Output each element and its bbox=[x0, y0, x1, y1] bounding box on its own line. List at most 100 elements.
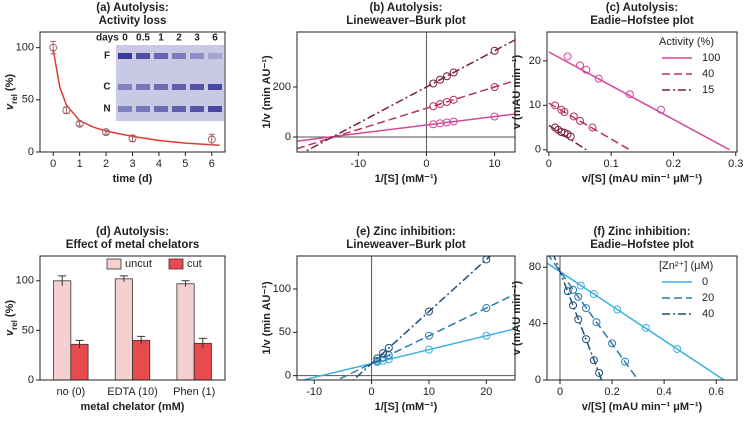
data-point bbox=[442, 72, 451, 81]
y-tick-label: 40 bbox=[529, 318, 541, 330]
legend-swatch bbox=[168, 258, 184, 270]
data-point bbox=[576, 61, 585, 70]
data-point bbox=[673, 345, 682, 353]
gel-lane-label: 3 bbox=[194, 33, 200, 44]
plot-frame bbox=[39, 31, 226, 153]
data-point bbox=[613, 305, 622, 314]
data-point bbox=[625, 90, 634, 99]
y-tick-label: 200 bbox=[273, 81, 291, 93]
legend-swatch bbox=[106, 258, 122, 270]
x-tick-label: 10 bbox=[423, 386, 435, 398]
gel-band-label: C bbox=[103, 82, 110, 93]
data-point bbox=[490, 46, 499, 55]
x-tick-label: 1 bbox=[77, 158, 83, 170]
y-tick-label: 50 bbox=[22, 324, 34, 336]
x-tick-label: 0.3 bbox=[728, 158, 743, 170]
data-point bbox=[551, 101, 560, 110]
gel-lane-label: 6 bbox=[212, 33, 218, 44]
y-tick-label: 0 bbox=[28, 374, 34, 386]
legend-label: 20 bbox=[702, 292, 714, 304]
chart-title: (a) Autolysis: bbox=[96, 2, 168, 14]
fit-line bbox=[302, 39, 515, 152]
data-point bbox=[436, 75, 445, 84]
data-point bbox=[574, 315, 583, 324]
data-point bbox=[569, 285, 578, 294]
data-point bbox=[576, 281, 585, 290]
legend-title: Activity (%) bbox=[659, 36, 714, 48]
legend-label: 40 bbox=[702, 308, 714, 320]
chart-subtitle: Lineweaver–Burk plot bbox=[346, 15, 466, 27]
y-axis-label: vrel (%) bbox=[4, 74, 19, 110]
y-tick-label: 100 bbox=[273, 283, 291, 295]
data-point bbox=[582, 335, 591, 344]
gel-band bbox=[208, 106, 222, 112]
chart-subtitle: Eadie–Hofstee plot bbox=[590, 239, 694, 251]
x-axis-label: v/[S] (mAU min⁻¹ μM⁻¹) bbox=[582, 173, 703, 185]
data-point bbox=[424, 345, 433, 354]
y-tick-label: 50 bbox=[279, 326, 291, 338]
gel-lane-label: 0 bbox=[122, 33, 128, 44]
data-point bbox=[424, 331, 433, 340]
x-axis-label: 1/[S] (mM⁻¹) bbox=[375, 401, 438, 413]
x-tick-label: 4 bbox=[156, 158, 162, 170]
chart-title: (c) Autolysis: bbox=[606, 2, 678, 14]
legend-title: [Zn²⁺] (μM) bbox=[659, 260, 713, 272]
gel-band bbox=[208, 53, 222, 59]
gel-band-label: N bbox=[103, 104, 110, 115]
x-tick-label: 20 bbox=[480, 386, 492, 398]
y-tick-label: 100 bbox=[16, 275, 34, 287]
error-bar bbox=[103, 129, 110, 135]
data-point bbox=[560, 108, 569, 116]
x-tick-label: 2 bbox=[103, 158, 109, 170]
data-point bbox=[482, 304, 491, 313]
chart-title: (f) Zinc inhibition: bbox=[593, 226, 690, 238]
gel-band bbox=[136, 106, 150, 112]
data-point bbox=[49, 43, 58, 52]
chart-title: (d) Autolysis: bbox=[96, 226, 169, 238]
gel-band bbox=[208, 84, 222, 90]
error-bar bbox=[137, 335, 146, 345]
y-tick-label: 0 bbox=[28, 146, 34, 158]
data-point bbox=[75, 119, 84, 128]
chart-subtitle: Lineweaver–Burk plot bbox=[346, 239, 466, 251]
y-axis-label-part: rel bbox=[10, 94, 19, 104]
x-tick-label: Phen (1) bbox=[173, 386, 215, 398]
data-point bbox=[102, 128, 111, 137]
error-bar bbox=[50, 40, 57, 55]
gel-band bbox=[118, 53, 132, 59]
bar bbox=[53, 280, 72, 381]
gel-lane-label: 0.5 bbox=[136, 33, 150, 44]
data-point bbox=[589, 356, 598, 365]
data-point bbox=[589, 290, 598, 299]
gel-band-label: F bbox=[104, 51, 110, 62]
legend-label: 40 bbox=[702, 68, 714, 80]
data-point bbox=[128, 134, 137, 143]
gel-band bbox=[190, 84, 204, 90]
plot-area bbox=[297, 32, 515, 152]
error-bar bbox=[119, 275, 128, 282]
bar bbox=[132, 339, 151, 381]
data-point bbox=[429, 102, 438, 111]
gel-band bbox=[118, 106, 132, 112]
y-axis-label: v (mAU min⁻¹) bbox=[511, 281, 523, 356]
chart-subtitle: Activity loss bbox=[99, 15, 167, 27]
plot-frame bbox=[546, 31, 738, 153]
fit-line bbox=[548, 51, 730, 151]
data-point bbox=[566, 132, 575, 141]
chart-subtitle: Eadie–Hofstee plot bbox=[590, 15, 694, 27]
y-axis-label-part: v bbox=[4, 329, 16, 336]
error-bar bbox=[58, 275, 67, 286]
error-bar bbox=[181, 280, 190, 287]
bar bbox=[114, 278, 133, 381]
fit-line bbox=[547, 262, 725, 380]
gel-header: days bbox=[96, 33, 119, 44]
x-tick-label: 0.6 bbox=[709, 386, 724, 398]
x-tick-label: -10 bbox=[306, 386, 322, 398]
bar bbox=[70, 343, 89, 381]
x-tick-label: 0.4 bbox=[656, 386, 671, 398]
fit-line bbox=[52, 49, 220, 146]
fit-line bbox=[335, 293, 515, 380]
x-tick-label: 0.1 bbox=[604, 158, 619, 170]
data-point bbox=[595, 368, 604, 377]
data-point bbox=[608, 339, 617, 348]
